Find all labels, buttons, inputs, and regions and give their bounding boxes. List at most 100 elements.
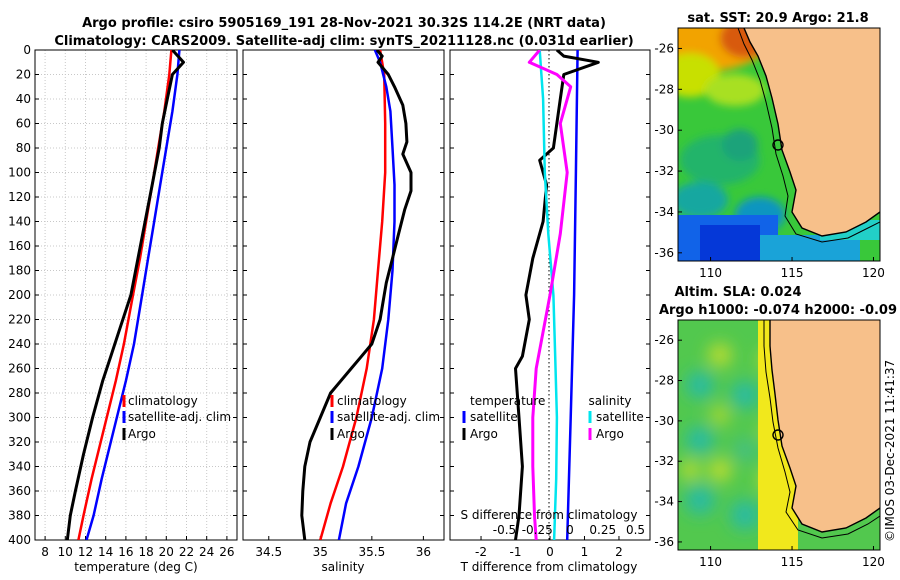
x-tick-label: 35.5 <box>358 545 385 559</box>
map-y-tick-label: -30 <box>654 123 674 137</box>
legend-label-s-argo: Argo <box>596 427 624 441</box>
legend-label-climatology: climatology <box>128 394 198 408</box>
sla-shelf-contour <box>763 320 880 539</box>
temperature-xlabel: temperature (deg C) <box>74 560 197 574</box>
x-tick-label: 2 <box>615 545 623 559</box>
sst-map-ticks: 110 115 120 -26 -28 -30 -32 -34 -36 <box>654 41 885 280</box>
y-tick-label: 400 <box>8 533 31 547</box>
temperature-panel: 0 20 40 60 80 100 120 140 160 180 200 220 240 260 280 3… <box>8 43 238 574</box>
map-y-tick-label: -32 <box>654 164 674 178</box>
y-tick-label: 60 <box>16 117 31 131</box>
y-tick-label: 240 <box>8 337 31 351</box>
legend-title-salinity: salinity <box>588 394 631 408</box>
sla-map-ticks: 110 115 120 -26 -28 -30 -32 -34 -36 <box>654 333 885 569</box>
y-tick-label: 180 <box>8 264 31 278</box>
map-x-tick-label: 110 <box>699 266 722 280</box>
s-tick-label: -0.5 <box>493 523 516 537</box>
map-y-tick-label: -34 <box>654 495 674 509</box>
x-tick-label: 20 <box>159 545 174 559</box>
salinity-xlabel: salinity <box>321 560 364 574</box>
map-y-tick-label: -36 <box>654 246 674 260</box>
sla-coastline <box>769 320 880 533</box>
legend-label-t-argo: Argo <box>470 427 498 441</box>
x-tick-label: 12 <box>78 545 93 559</box>
legend-label-t-satellite: satellite <box>470 410 518 424</box>
y-tick-label: 20 <box>16 68 31 82</box>
title-line-1: Argo profile: csiro 5905169_191 28-Nov-2… <box>82 16 606 31</box>
x-tick-label: 1 <box>581 545 589 559</box>
legend-title-temperature: temperature <box>470 394 545 408</box>
x-tick-label: 16 <box>118 545 133 559</box>
argo-float-marker <box>772 429 784 441</box>
series-line-argo <box>527 50 573 540</box>
series-line-satellite-adj-clim <box>85 50 181 540</box>
salinity-panel: 34.5 35 35.5 36 salinity climatology satell… <box>242 49 445 574</box>
y-tick-label: 80 <box>16 141 31 155</box>
argo-float-marker <box>772 139 784 151</box>
sla-land <box>770 320 880 532</box>
y-tick-label: 360 <box>8 484 31 498</box>
sst-map-image <box>678 28 880 261</box>
sst-coastline <box>743 28 880 237</box>
sst-land <box>744 28 880 236</box>
x-tick-label: 10 <box>58 545 73 559</box>
x-tick-label: 36 <box>416 545 431 559</box>
series-line-argo <box>514 50 600 540</box>
map-y-tick-label: -26 <box>654 333 674 347</box>
y-tick-label: 200 <box>8 288 31 302</box>
x-tick-label: 24 <box>199 545 214 559</box>
imos-credit: ©IMOS 03-Dec-2021 11:41:37 <box>883 360 897 542</box>
y-tick-label: 280 <box>8 386 31 400</box>
map-y-tick-label: -28 <box>654 82 674 96</box>
s-tick-label: 0.5 <box>626 523 645 537</box>
y-tick-label: 40 <box>16 92 31 106</box>
difference-lines <box>514 50 600 540</box>
temperature-grid <box>35 49 237 541</box>
s-difference-ticks: -0.5 -0.25 0 0.25 0.5 <box>493 523 645 537</box>
legend-label-satellite-adj: satellite-adj. clim <box>128 410 231 424</box>
map-y-tick-label: -26 <box>654 41 674 55</box>
sla-map-frame <box>677 319 881 551</box>
map-y-tick-label: -34 <box>654 205 674 219</box>
salinity-lines <box>300 50 413 540</box>
y-tick-label: 140 <box>8 215 31 229</box>
y-tick-label: 300 <box>8 411 31 425</box>
series-line-satellite-adj-clim <box>337 50 396 540</box>
x-tick-label: 0 <box>546 545 554 559</box>
sla-map-image <box>678 320 880 550</box>
salinity-ticks: 34.5 35 35.5 36 <box>243 49 444 559</box>
y-tick-label: 220 <box>8 313 31 327</box>
s-tick-label: -0.25 <box>522 523 553 537</box>
y-tick-label: 260 <box>8 362 31 376</box>
series-line-argo <box>65 50 185 540</box>
sst-map-title: sat. SST: 20.9 Argo: 21.8 <box>687 11 868 26</box>
temperature-lines <box>65 50 185 540</box>
legend-label-argo: Argo <box>128 427 156 441</box>
map-x-tick-label: 110 <box>699 555 722 569</box>
x-tick-label: -2 <box>475 545 487 559</box>
s-difference-label: S difference from climatology <box>461 508 638 522</box>
series-line-satellite <box>565 50 579 540</box>
x-tick-label: 26 <box>219 545 234 559</box>
x-tick-label: 34.5 <box>255 545 282 559</box>
x-tick-label: 14 <box>98 545 113 559</box>
difference-panel: -2 -1 0 1 2 T difference from climatology S … <box>449 49 651 574</box>
difference-ticks: -2 -1 0 1 2 <box>450 49 650 559</box>
series-line-satellite <box>538 50 559 540</box>
legend-label-argo: Argo <box>337 427 365 441</box>
sst-map: sat. SST: 20.9 Argo: 21.8 110 115 <box>654 11 885 280</box>
y-tick-label: 160 <box>8 239 31 253</box>
sst-map-frame <box>677 27 881 262</box>
series-line-climatology <box>319 50 387 540</box>
temperature-legend: climatology satellite-adj. clim Argo <box>122 394 231 441</box>
difference-legend: temperature salinity satellite Argo sate… <box>462 394 644 441</box>
map-y-tick-label: -28 <box>654 374 674 388</box>
s-tick-label: 0 <box>566 523 574 537</box>
title-line-2: Climatology: CARS2009. Satellite-adj cli… <box>54 34 633 49</box>
x-tick-label: -1 <box>510 545 522 559</box>
map-x-tick-label: 115 <box>781 555 804 569</box>
legend-label-satellite-adj: satellite-adj. clim <box>337 410 440 424</box>
y-tick-label: 340 <box>8 460 31 474</box>
sst-shelf-contour <box>737 28 880 243</box>
